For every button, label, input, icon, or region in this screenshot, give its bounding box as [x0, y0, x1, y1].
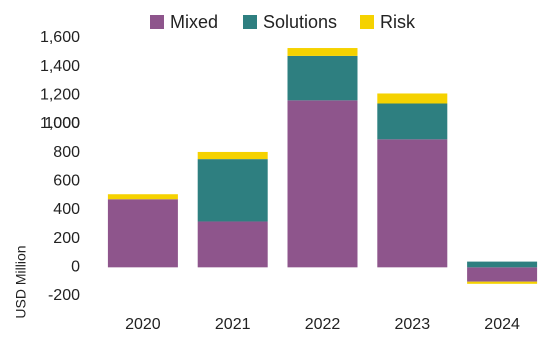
bar-segment: [377, 103, 448, 140]
y-tick-label: 400: [53, 201, 80, 218]
y-tick-label: 200: [53, 230, 80, 247]
bar-segment: [377, 93, 448, 104]
bar-segment: [377, 139, 448, 268]
y-tick-label: 1,600: [40, 29, 80, 46]
legend-swatch: [243, 15, 257, 29]
y-tick-label: 1,000: [40, 115, 80, 132]
bar-segment: [287, 100, 358, 268]
bar-segment: [197, 221, 268, 268]
y-tick-label: 1,400: [40, 58, 80, 75]
bar-segment: [107, 194, 178, 200]
bar-segment: [287, 48, 358, 56]
y-tick-label: -200: [48, 287, 80, 304]
y-axis-title: USD Million: [13, 245, 29, 318]
legend-label: Solutions: [263, 12, 337, 32]
legend-label: Risk: [380, 12, 416, 32]
legend-swatch: [360, 15, 374, 29]
bar-segment: [197, 159, 268, 222]
legend-label: Mixed: [170, 12, 218, 32]
bar-segment: [287, 55, 358, 101]
x-tick-label: 2024: [484, 316, 520, 333]
x-tick-label: 2020: [125, 316, 161, 333]
y-tick-label: 1000: [44, 115, 80, 132]
bar-segment: [107, 199, 178, 268]
y-tick-label: 800: [53, 144, 80, 161]
bar-segment: [197, 151, 268, 160]
bar-segment: [467, 267, 538, 282]
bar-segment: [467, 281, 538, 284]
x-tick-label: 2023: [395, 316, 431, 333]
legend-swatch: [150, 15, 164, 29]
bar-segment: [467, 261, 538, 268]
y-tick-label: 0: [71, 259, 80, 276]
y-tick-label: 600: [53, 173, 80, 190]
y-tick-label: 1,200: [40, 87, 80, 104]
x-tick-label: 2021: [215, 316, 251, 333]
x-tick-label: 2022: [305, 316, 341, 333]
